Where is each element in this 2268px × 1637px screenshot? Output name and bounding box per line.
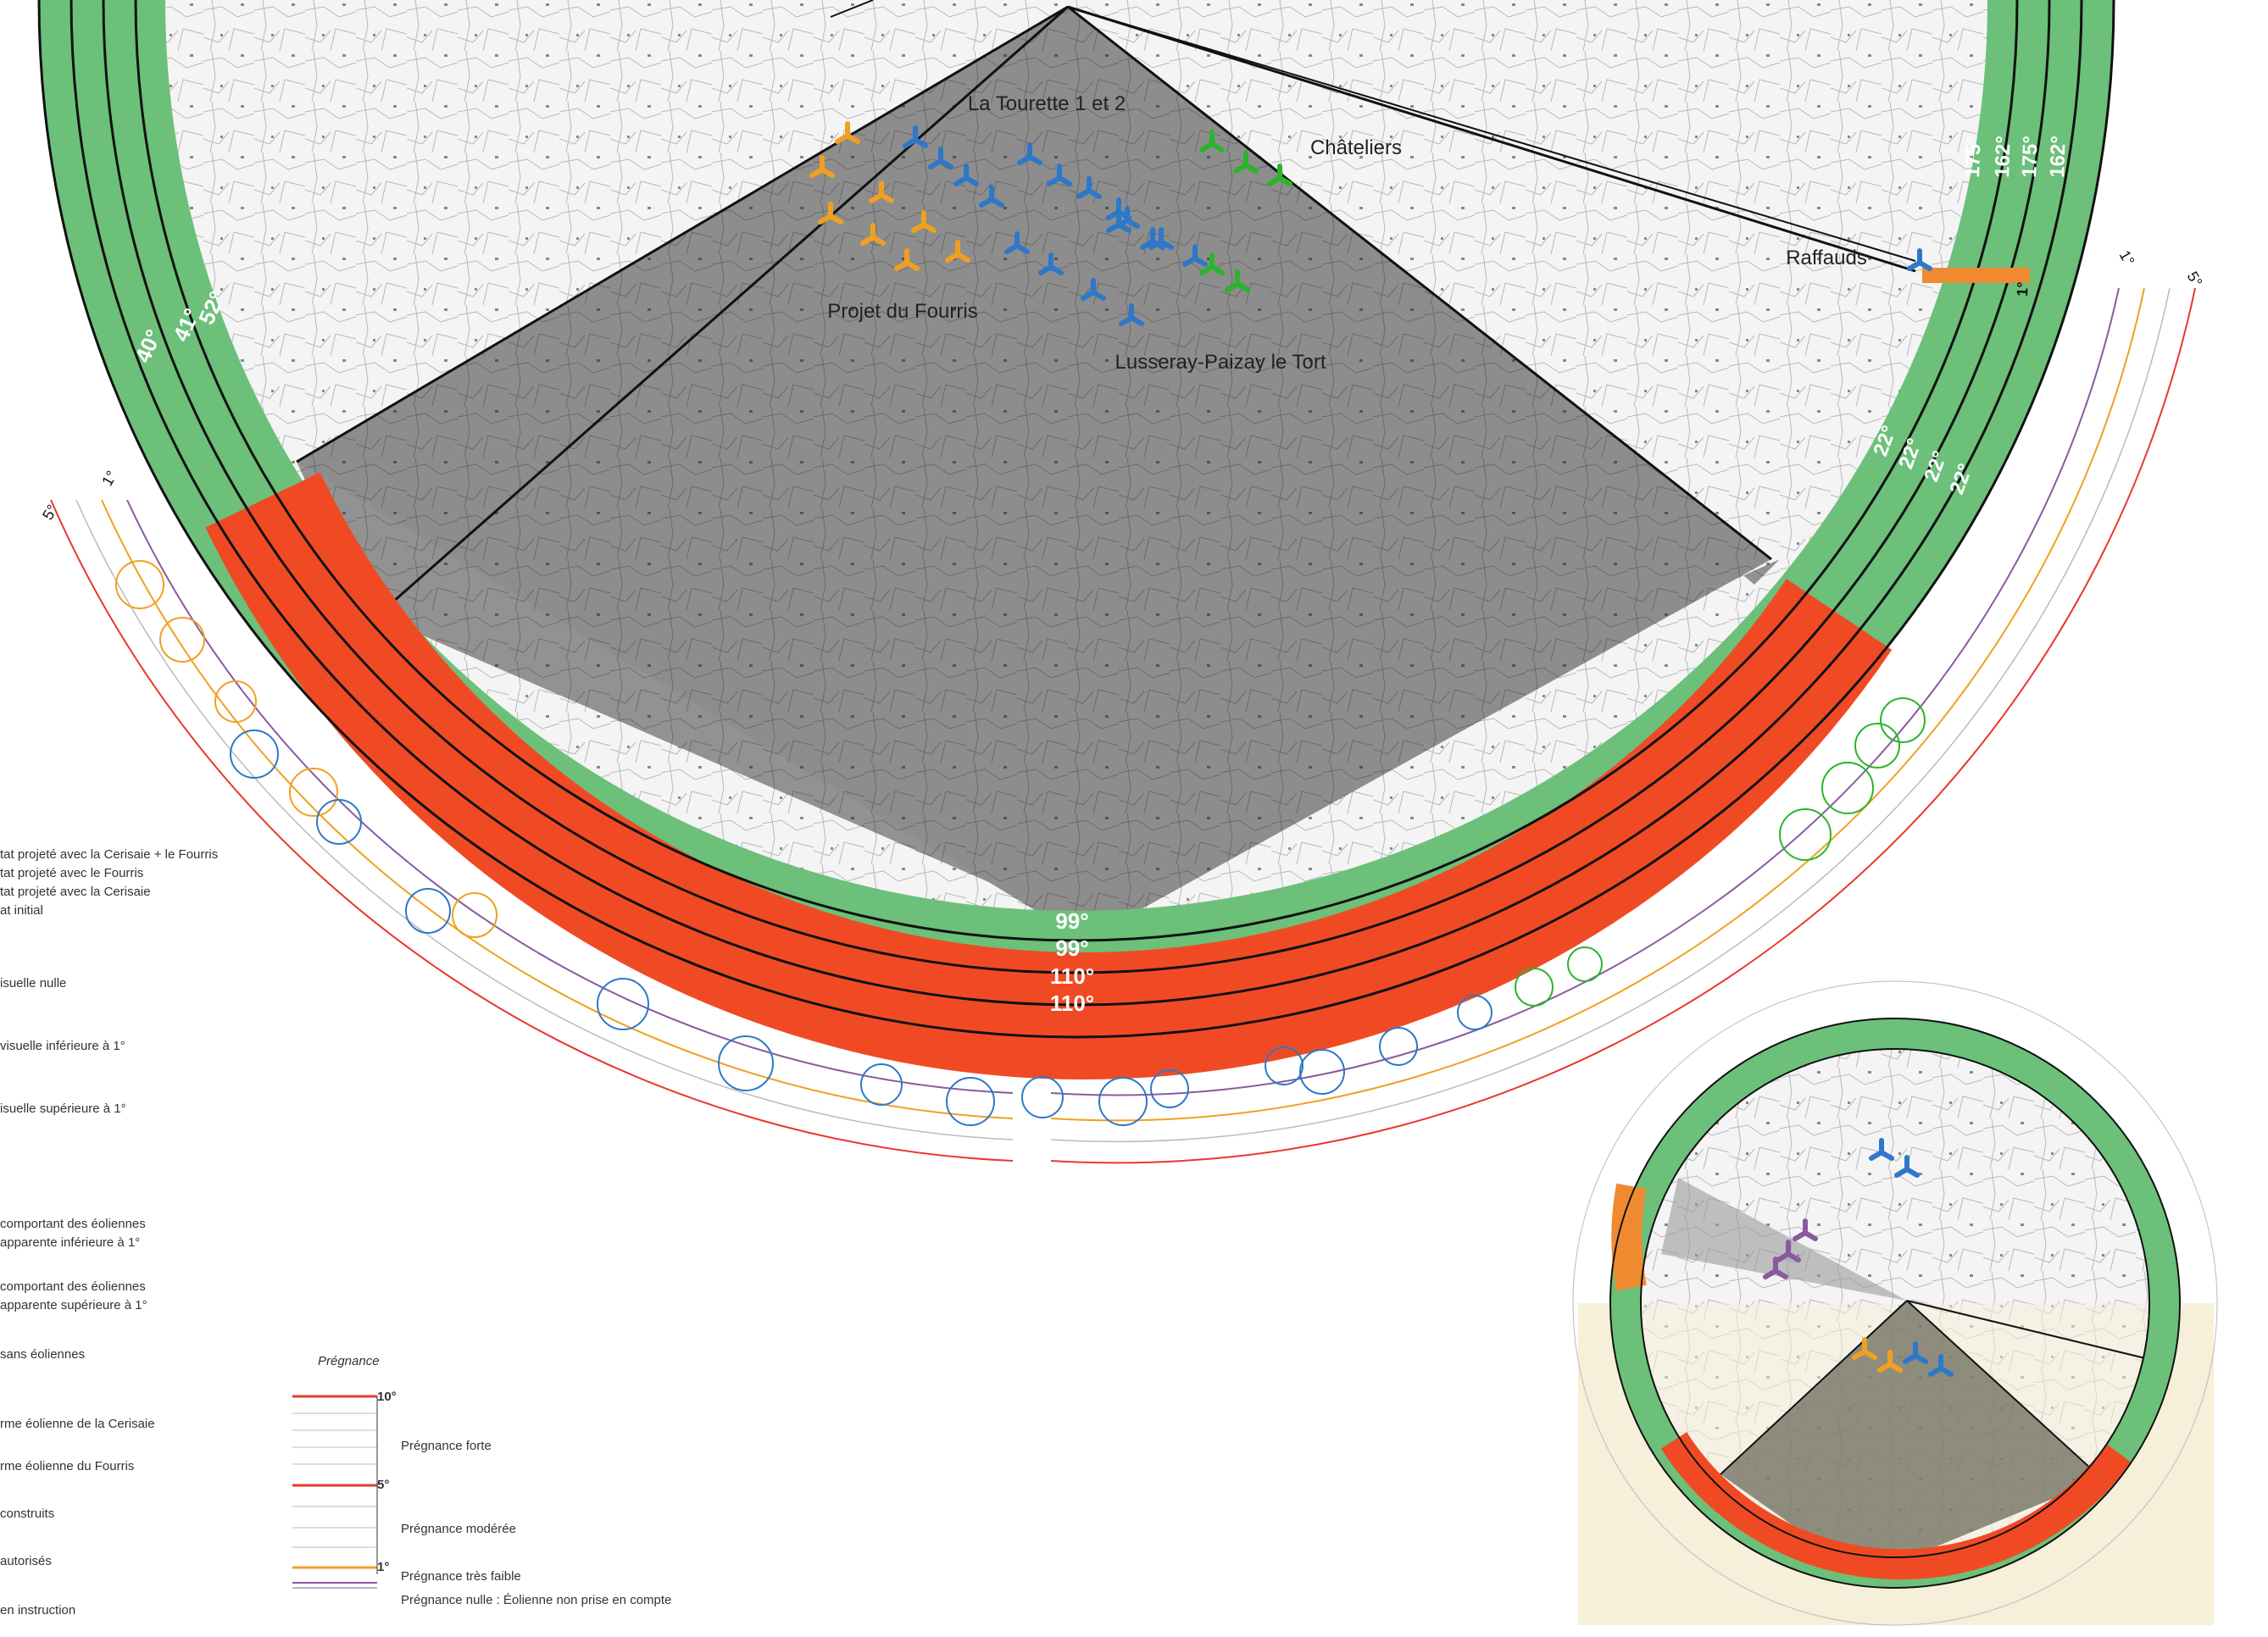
legend: tat projeté avec la Cerisaie + le Fourri… xyxy=(0,846,322,1625)
legend-state-1: tat projeté avec la Cerisaie + le Fourri… xyxy=(0,847,219,862)
pregnance-legend: Prégnance 10° 5° 1° Prégnance forte Prég… xyxy=(292,1354,750,1617)
pregnance-title: Prégnance xyxy=(318,1354,380,1368)
legend-visibility-1: isuelle nulle xyxy=(0,976,67,991)
legend-sector-2-line2: apparente supérieure à 1° xyxy=(0,1298,147,1312)
legend-sector-1-line1: comportant des éoliennes xyxy=(0,1217,146,1231)
bottom-values: 99° 99° 110° 110° xyxy=(1050,908,1094,1016)
pregnance-mark-5: 5° xyxy=(377,1478,390,1492)
legend-turbine-3: construits xyxy=(0,1507,55,1521)
bottom-value-2: 99° xyxy=(1055,935,1088,961)
bottom-value-4: 110° xyxy=(1050,991,1094,1016)
visibility-sector-shaded xyxy=(297,7,1771,941)
angular-bands xyxy=(37,0,2115,1079)
label-chateliers: Châteliers xyxy=(1310,136,1402,159)
pregnance-forte: Prégnance forte xyxy=(401,1439,492,1453)
legend-state-2: tat projeté avec le Fourris xyxy=(0,866,144,880)
right-top-value-4: 162° xyxy=(2046,136,2071,179)
pregnance-nulle: Prégnance nulle : Éolienne non prise en … xyxy=(401,1593,672,1607)
label-lusseray: Lusseray-Paizay le Tort xyxy=(1115,351,1326,374)
label-raffauds: Raffauds xyxy=(1786,247,1867,269)
red-band-arc xyxy=(205,472,1893,1079)
legend-state-3: tat projeté avec la Cerisaie xyxy=(0,885,151,899)
right-small-value: 1° xyxy=(2014,281,2032,297)
legend-turbine-2: rme éolienne du Fourris xyxy=(0,1459,135,1473)
legend-sector-2: comportant des éoliennes apparente supér… xyxy=(0,1278,147,1315)
legend-turbine-1: rme éolienne de la Cerisaie xyxy=(0,1417,155,1431)
bottom-value-3: 110° xyxy=(1050,963,1094,989)
legend-sector-1: comportant des éoliennes apparente infér… xyxy=(0,1215,146,1252)
outer-turbine-symbols xyxy=(115,560,1926,1126)
pregnance-tres-faible: Prégnance très faible xyxy=(401,1569,521,1584)
pregnance-scale xyxy=(292,1395,378,1589)
right-top-values: 175° 162° 175° 162° 1° xyxy=(1961,136,2071,297)
legend-turbine-4: autorisés xyxy=(0,1554,52,1568)
scale-right-1: 1° xyxy=(2116,247,2138,269)
bottom-value-1: 99° xyxy=(1055,908,1088,934)
right-top-value-3: 175° xyxy=(2018,136,2043,179)
legend-visibility-3: isuelle supérieure à 1° xyxy=(0,1102,126,1116)
scale-left-5: 5° xyxy=(39,502,61,523)
label-la-tourette: La Tourette 1 et 2 xyxy=(968,92,1126,115)
legend-sector-1-line2: apparente inférieure à 1° xyxy=(0,1235,141,1250)
legend-visibility-2: visuelle inférieure à 1° xyxy=(0,1039,125,1053)
legend-turbine-5: en instruction xyxy=(0,1603,76,1618)
right-top-value-2: 162° xyxy=(1991,136,2015,179)
pregnance-mark-10: 10° xyxy=(377,1390,397,1404)
legend-sector-3: sans éoliennes xyxy=(0,1347,86,1362)
map-labels: La Tourette 1 et 2 Châteliers Projet du … xyxy=(827,92,1867,374)
label-projet-fourris: Projet du Fourris xyxy=(827,300,977,323)
scale-right-5: 5° xyxy=(2184,269,2206,290)
legend-sector-2-line1: comportant des éoliennes xyxy=(0,1279,146,1294)
right-top-value-1: 175° xyxy=(1961,136,1986,179)
pregnance-moderee: Prégnance modérée xyxy=(401,1522,516,1536)
legend-state-4: at initial xyxy=(0,903,43,918)
legend-states: tat projeté avec la Cerisaie + le Fourri… xyxy=(0,846,218,920)
scale-left-1: 1° xyxy=(98,468,120,489)
main-map xyxy=(136,0,2017,941)
pregnance-mark-1: 1° xyxy=(377,1560,390,1574)
